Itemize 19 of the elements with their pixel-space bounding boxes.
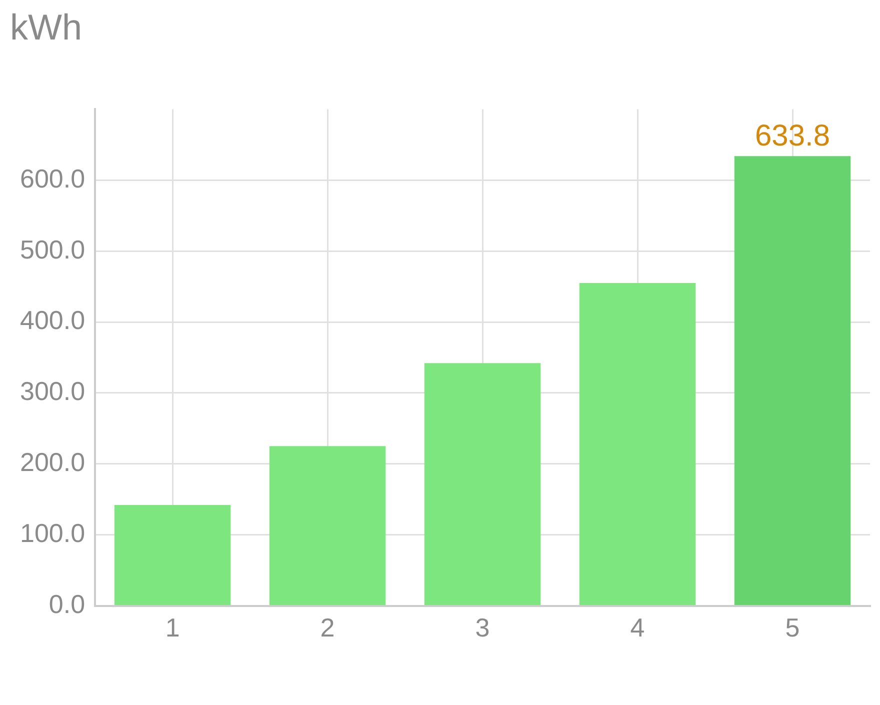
bar [269,446,386,606]
y-tick-label: 600.0 [20,163,86,194]
y-tick-label: 400.0 [20,305,86,336]
x-tick-label: 1 [165,612,180,643]
y-tick-label: 200.0 [20,447,86,478]
x-tick-label: 3 [475,612,490,643]
bar [424,363,541,606]
chart-title: kWh [10,6,82,48]
y-tick-label: 300.0 [20,376,86,406]
bar [114,505,231,606]
x-tick-label: 4 [630,612,645,643]
y-tick-label: 100.0 [20,518,86,548]
data-label: 633.8 [754,119,830,152]
x-tick-label: 5 [785,612,800,643]
bar [734,156,851,606]
x-tick-label: 2 [320,612,335,643]
y-tick-label: 0.0 [48,588,86,619]
bar [579,283,696,606]
y-tick-label: 500.0 [20,234,86,264]
